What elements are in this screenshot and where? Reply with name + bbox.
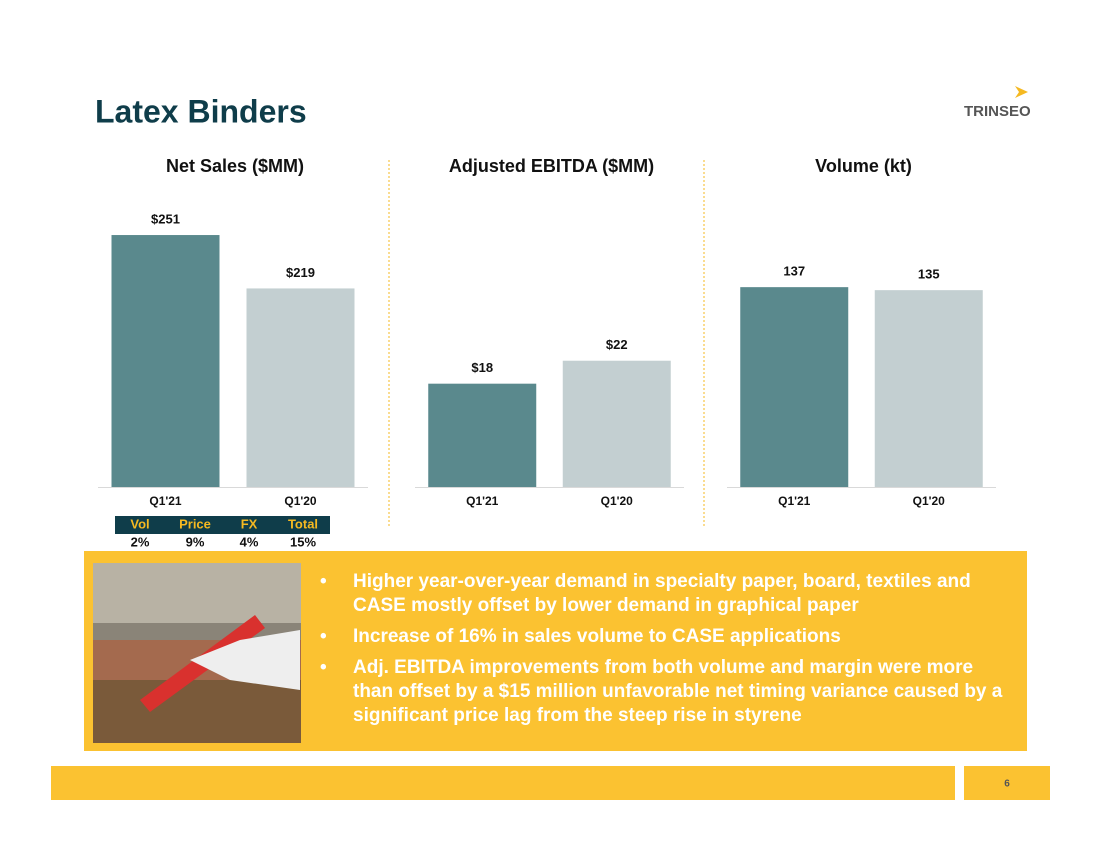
logo: TRINSEO	[964, 103, 1031, 120]
x-tick-label: Q1'21	[149, 494, 182, 508]
bar	[740, 287, 849, 487]
logo-icon	[1015, 86, 1028, 98]
slide-title: Latex Binders	[95, 93, 307, 129]
bar	[111, 235, 220, 487]
x-tick-label: Q1'20	[284, 494, 317, 508]
footer-bar	[51, 766, 955, 800]
chart-title: Adjusted EBITDA ($MM)	[449, 156, 654, 176]
bullet: Higher year-over-year demand in specialt…	[318, 570, 1018, 618]
page-number: 6	[1004, 779, 1010, 790]
data-label: $219	[286, 265, 315, 280]
data-label: $22	[606, 337, 628, 352]
bar	[428, 383, 537, 487]
table-header: Total	[288, 516, 318, 531]
data-label: $18	[471, 360, 493, 375]
x-tick-label: Q1'20	[913, 494, 946, 508]
data-label: $251	[151, 211, 180, 226]
bar	[874, 290, 983, 487]
chart-title: Net Sales ($MM)	[166, 156, 304, 176]
table-cell: 4%	[240, 534, 259, 549]
chart-title: Volume (kt)	[815, 156, 912, 176]
table-header: Price	[179, 516, 211, 531]
table-header: FX	[241, 516, 258, 531]
bar	[562, 360, 671, 487]
table-header: Vol	[130, 516, 149, 531]
page-box	[964, 766, 1050, 800]
table-header-bg	[115, 516, 330, 534]
table-cell: 15%	[290, 534, 316, 549]
data-label: 137	[783, 264, 805, 279]
bullet-list: Higher year-over-year demand in specialt…	[318, 570, 1018, 735]
x-tick-label: Q1'21	[778, 494, 811, 508]
x-tick-label: Q1'20	[601, 494, 634, 508]
table-cell: 2%	[131, 534, 150, 549]
x-tick-label: Q1'21	[466, 494, 499, 508]
bullet: Adj. EBITDA improvements from both volum…	[318, 656, 1018, 728]
data-label: 135	[918, 267, 940, 282]
table-cell: 9%	[186, 534, 205, 549]
bullet: Increase of 16% in sales volume to CASE …	[318, 625, 1018, 649]
bar	[246, 288, 355, 487]
photo	[93, 563, 301, 743]
